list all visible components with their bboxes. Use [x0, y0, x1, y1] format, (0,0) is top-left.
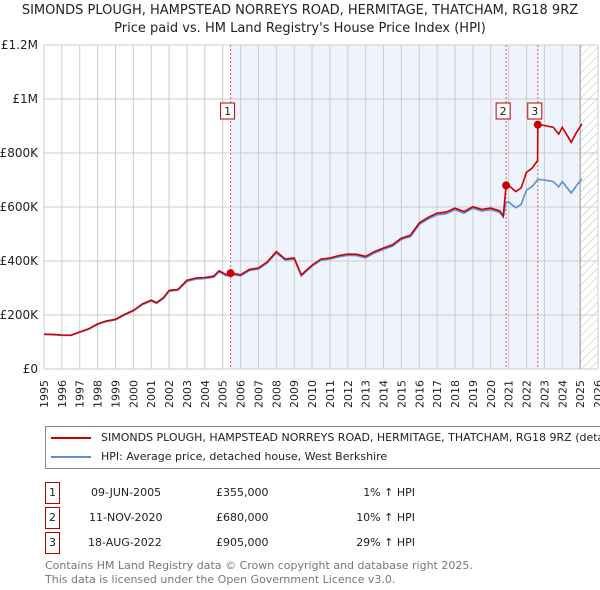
transaction-hpi-change: 1% ↑ HPI — [363, 486, 415, 499]
x-tick-label: 2009 — [288, 380, 301, 408]
x-tick-label: 1995 — [38, 380, 51, 408]
x-tick-label: 2019 — [467, 380, 480, 408]
blue-line-swatch — [51, 456, 91, 458]
sale-point — [226, 269, 235, 278]
x-tick-label: 2002 — [163, 380, 176, 408]
sale-label-box — [495, 102, 511, 120]
y-tick-label: £0 — [23, 362, 38, 376]
x-tick-label: 2026 — [592, 380, 600, 408]
legend-item-property: SIMONDS PLOUGH, HAMPSTEAD NORREYS ROAD, … — [51, 430, 600, 446]
sale-label: 1 — [224, 105, 231, 118]
sale-label-box — [220, 102, 236, 120]
x-tick-label: 2025 — [574, 380, 587, 408]
transaction-hpi-change: 29% ↑ HPI — [356, 536, 415, 549]
price-chart: 1995 1996 1997 1998 1999 2000 2001 2002 2003 2004… — [0, 38, 600, 408]
x-tick-label: 2016 — [413, 380, 426, 408]
legend-item-hpi: HPI: Average price, detached house, West… — [51, 449, 387, 465]
transaction-date: 11-NOV-2020 — [89, 511, 163, 524]
x-tick-label: 2018 — [449, 380, 462, 408]
x-tick-label: 2007 — [252, 380, 265, 408]
chart-title: SIMONDS PLOUGH, HAMPSTEAD NORREYS ROAD, … — [21, 3, 579, 18]
x-tick-label: 1997 — [74, 380, 87, 408]
y-tick-label: £400K — [0, 254, 39, 268]
y-tick-label: £800K — [0, 146, 39, 160]
x-tick-label: 2005 — [217, 380, 230, 408]
legend: SIMONDS PLOUGH, HAMPSTEAD NORREYS ROAD, … — [45, 426, 600, 469]
x-tick-label: 2020 — [485, 380, 498, 408]
footer-licence: This data is licensed under the Open Gov… — [45, 573, 396, 586]
sale-point — [502, 181, 511, 190]
sale-label-box — [527, 102, 543, 120]
x-tick-label: 2011 — [324, 380, 337, 408]
x-tick-label: 1998 — [92, 380, 105, 408]
transaction-price: £905,000 — [216, 536, 269, 549]
x-tick-label: 2022 — [521, 380, 534, 408]
x-tick-label: 2015 — [395, 380, 408, 408]
legend-label-property: SIMONDS PLOUGH, HAMPSTEAD NORREYS ROAD, … — [101, 431, 600, 444]
x-tick-label: 2021 — [503, 380, 516, 408]
transaction-number: 2 — [45, 507, 60, 529]
sale-point — [533, 120, 542, 129]
y-tick-label: £1M — [12, 92, 38, 106]
x-tick-label: 2024 — [556, 380, 569, 408]
x-tick-label: 2017 — [431, 380, 444, 408]
x-tick-label: 2000 — [127, 380, 140, 408]
sale-label: 2 — [500, 105, 507, 118]
red-line-swatch — [51, 437, 91, 439]
transaction-number: 1 — [45, 482, 60, 504]
x-tick-label: 2012 — [342, 380, 355, 408]
footer-copyright: Contains HM Land Registry data © Crown c… — [45, 559, 473, 572]
x-tick-label: 2013 — [360, 380, 373, 408]
transaction-date: 09-JUN-2005 — [91, 486, 162, 499]
x-tick-label: 2001 — [145, 380, 158, 408]
y-tick-label: £600K — [0, 200, 39, 214]
x-tick-label: 2003 — [181, 380, 194, 408]
x-tick-label: 1999 — [109, 380, 122, 408]
x-tick-label: 2014 — [378, 380, 391, 408]
sale-label: 3 — [531, 105, 538, 118]
legend-label-hpi: HPI: Average price, detached house, West… — [101, 450, 388, 463]
x-tick-label: 2008 — [270, 380, 283, 408]
chart-subtitle: Price paid vs. HM Land Registry's House … — [114, 21, 486, 36]
transaction-price: £355,000 — [216, 486, 269, 499]
x-tick-label: 2010 — [306, 380, 319, 408]
transaction-hpi-change: 10% ↑ HPI — [356, 511, 415, 524]
x-tick-label: 1996 — [56, 380, 69, 408]
x-tick-label: 2004 — [199, 380, 212, 408]
x-tick-label: 2006 — [235, 380, 248, 408]
transaction-date: 18-AUG-2022 — [88, 536, 162, 549]
y-tick-label: £200K — [0, 308, 39, 322]
property-series-line — [43, 123, 583, 337]
y-tick-label: £1.2M — [1, 38, 38, 52]
transaction-price: £680,000 — [216, 511, 269, 524]
transaction-number: 3 — [45, 532, 60, 554]
x-tick-label: 2023 — [538, 380, 551, 408]
